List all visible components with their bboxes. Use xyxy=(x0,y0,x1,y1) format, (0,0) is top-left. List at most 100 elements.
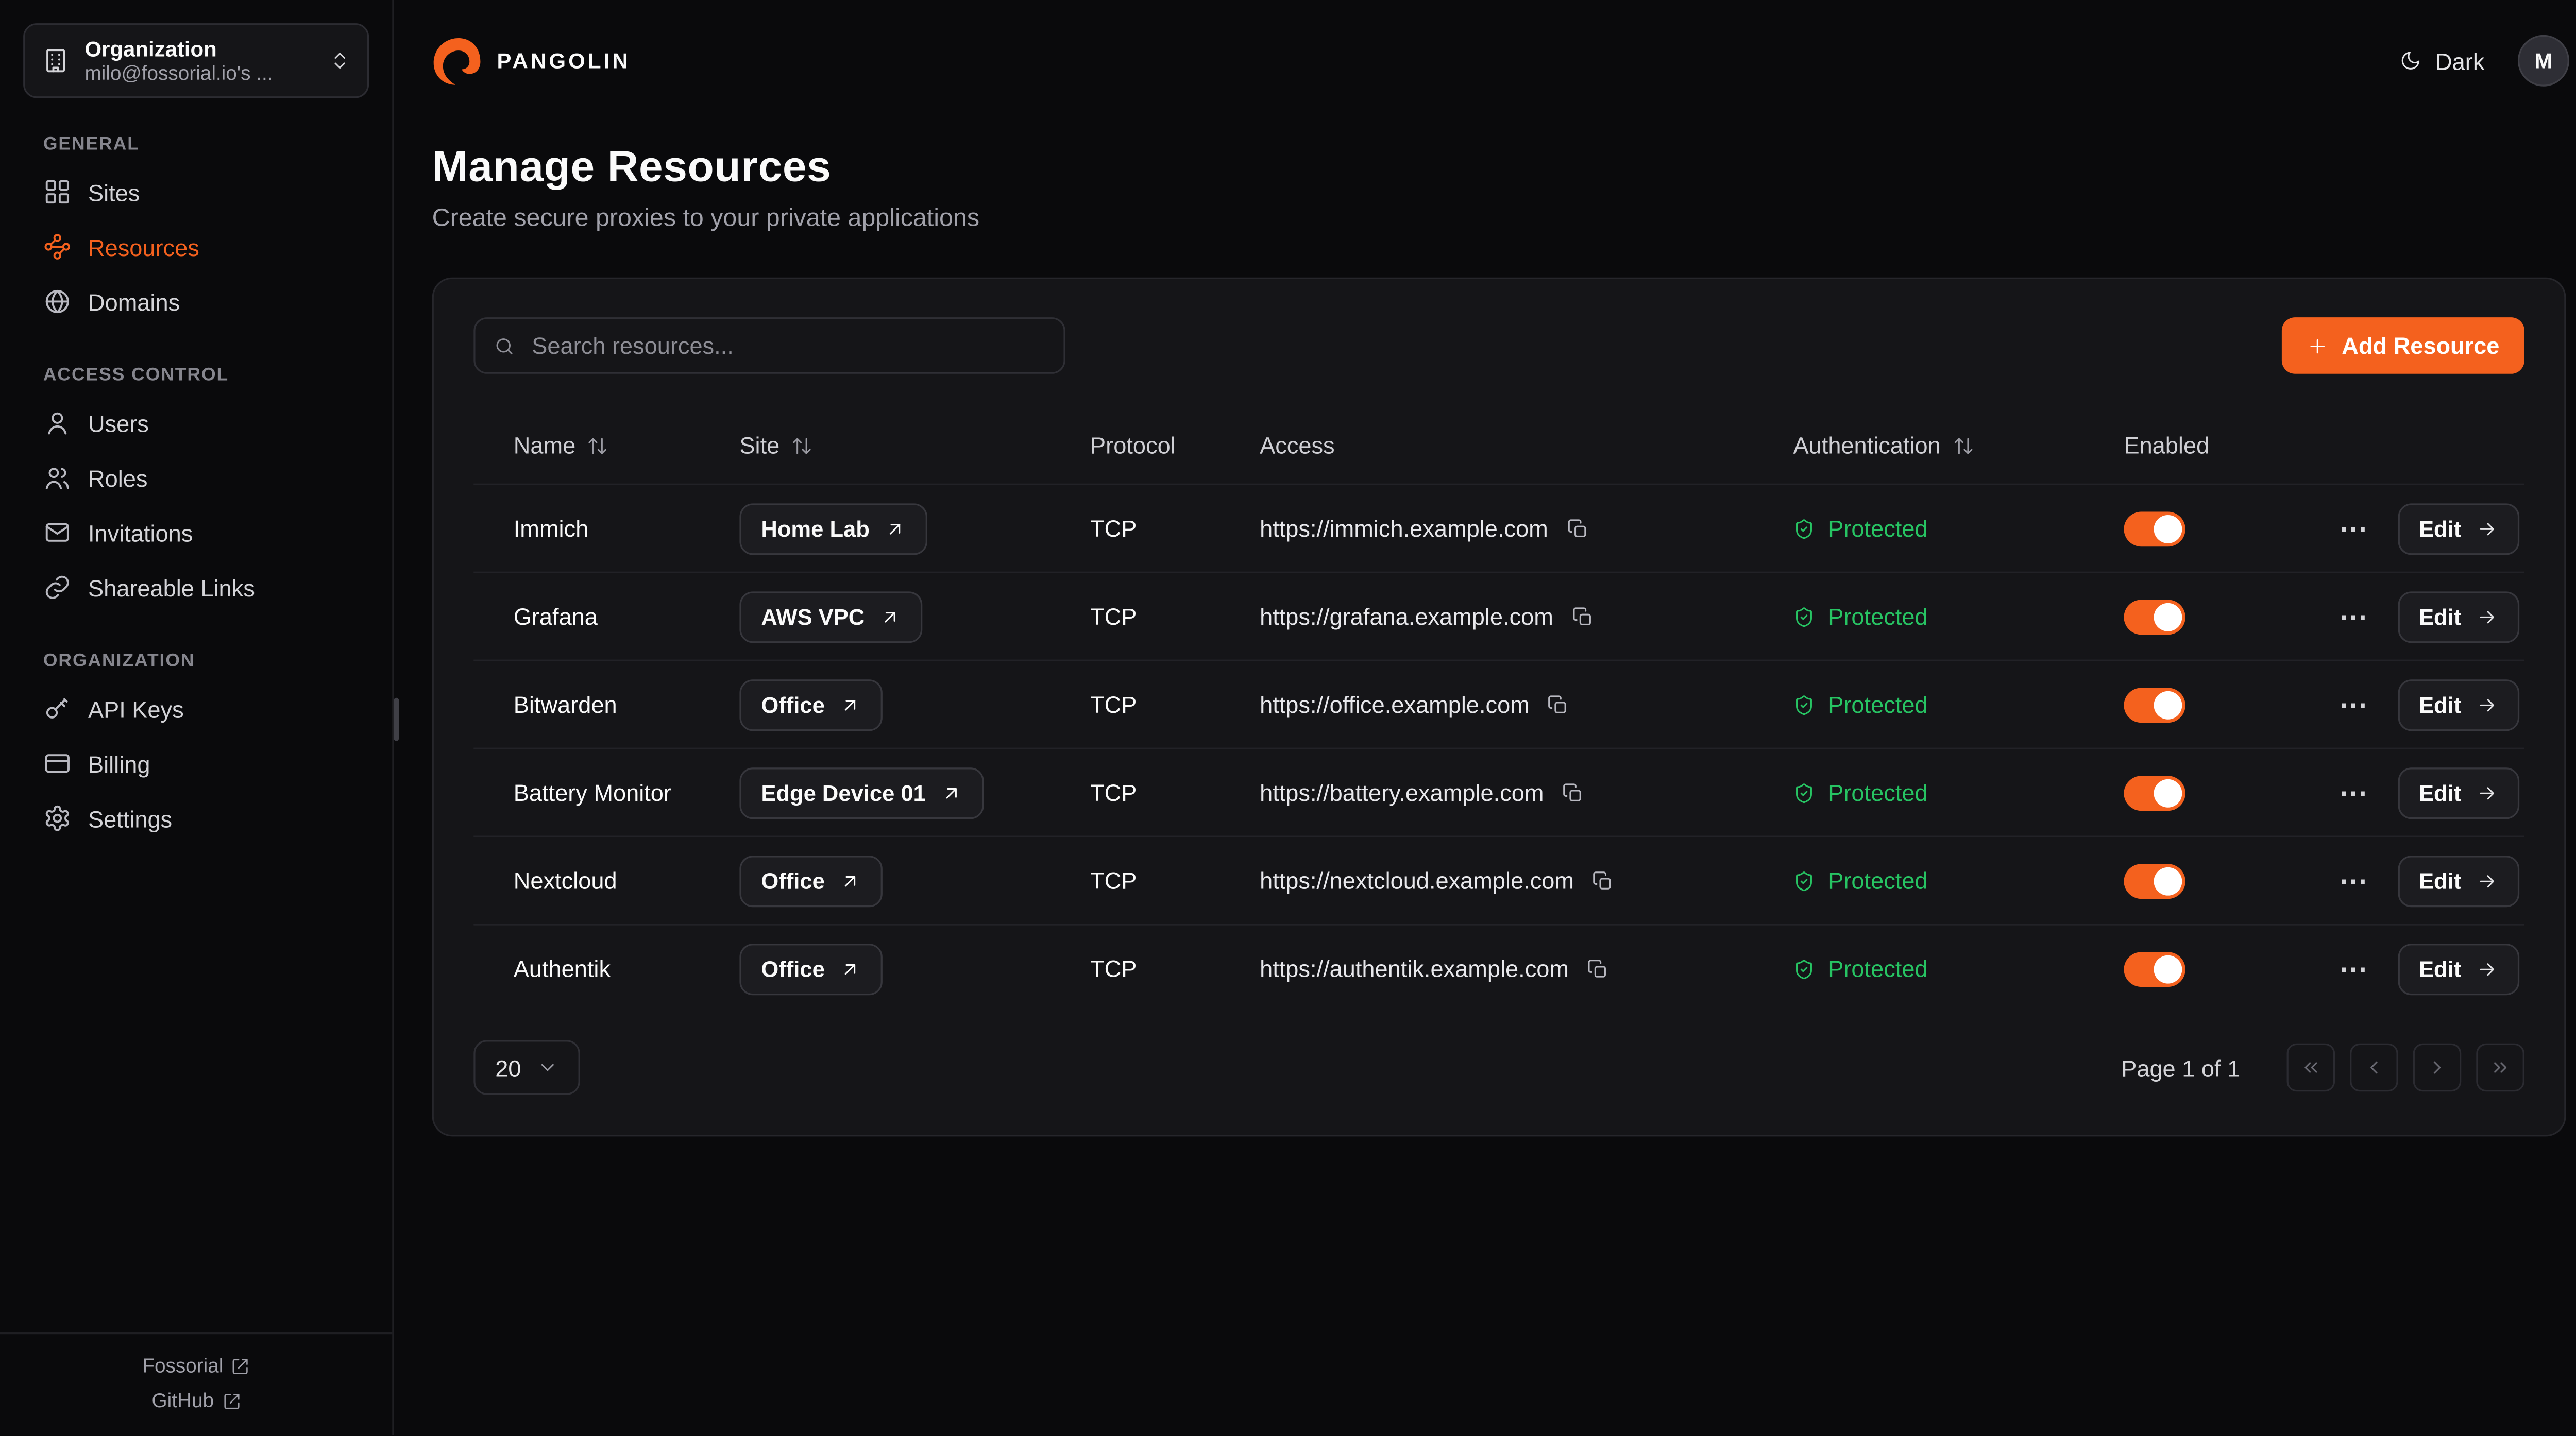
brand-name: PANGOLIN xyxy=(497,48,631,73)
first-page-button[interactable] xyxy=(2286,1043,2335,1092)
edit-button[interactable]: Edit xyxy=(2397,766,2520,818)
table-row: Authentik Office TCP https://authentik.e… xyxy=(473,924,2524,1012)
sidebar-item-users[interactable]: Users xyxy=(23,396,369,450)
copy-icon xyxy=(1572,606,1590,625)
arrow-up-right-icon xyxy=(946,787,957,798)
sidebar-item-label: Users xyxy=(88,409,149,436)
link-icon xyxy=(45,575,69,599)
site-link-button[interactable]: Office xyxy=(739,678,883,730)
avatar[interactable]: M xyxy=(2517,35,2569,87)
brand[interactable]: PANGOLIN xyxy=(432,36,631,86)
column-header-name[interactable]: Name xyxy=(514,432,740,458)
resource-protocol: TCP xyxy=(1090,779,1137,806)
last-page-button[interactable] xyxy=(2476,1043,2524,1092)
arrow-right-icon xyxy=(2480,698,2494,711)
copy-icon xyxy=(1588,959,1606,977)
row-menu-button[interactable]: ⋯ xyxy=(2336,687,2372,722)
edit-button[interactable]: Edit xyxy=(2397,854,2520,907)
column-header-authentication[interactable]: Authentication xyxy=(1793,432,2124,458)
chevrons-up-down-icon xyxy=(334,53,345,69)
external-link-icon xyxy=(233,1358,248,1374)
copy-button[interactable] xyxy=(1548,694,1569,715)
resources-table: Name Site Protocol Access Authenticati xyxy=(473,407,2524,1012)
arrow-right-icon xyxy=(2480,786,2494,799)
fossorial-link[interactable]: Fossorial xyxy=(142,1354,250,1377)
site-link-button[interactable]: Office xyxy=(739,854,883,907)
next-page-button[interactable] xyxy=(2413,1043,2462,1092)
page-head: Manage Resources Create secure proxies t… xyxy=(394,87,2576,232)
column-header-site[interactable]: Site xyxy=(739,432,1090,458)
resource-name: Immich xyxy=(513,515,589,542)
row-menu-button[interactable]: ⋯ xyxy=(2336,511,2372,546)
search-input[interactable] xyxy=(528,330,1045,361)
sidebar-item-label: Domains xyxy=(88,288,180,315)
row-menu-button[interactable]: ⋯ xyxy=(2336,775,2372,810)
enabled-toggle[interactable] xyxy=(2124,951,2185,986)
sidebar-item-domains[interactable]: Domains xyxy=(23,274,369,329)
sidebar-item-billing[interactable]: Billing xyxy=(23,736,369,791)
external-link-icon xyxy=(224,1393,239,1408)
table-header-row: Name Site Protocol Access Authenticati xyxy=(473,407,2524,483)
resource-protocol: TCP xyxy=(1090,955,1137,982)
site-link-button[interactable]: Home Lab xyxy=(739,502,928,554)
site-link-button[interactable]: AWS VPC xyxy=(739,590,923,642)
add-resource-button[interactable]: Add Resource xyxy=(2282,317,2524,374)
sidebar-item-label: Invitations xyxy=(88,519,193,546)
edit-button[interactable]: Edit xyxy=(2397,943,2520,995)
sidebar-item-label: Resources xyxy=(88,233,199,260)
row-menu-button[interactable]: ⋯ xyxy=(2336,951,2372,986)
column-header-protocol: Protocol xyxy=(1090,432,1176,459)
sidebar-resize-handle[interactable] xyxy=(394,697,399,741)
table-row: Nextcloud Office TCP https://nextcloud.e… xyxy=(473,835,2524,924)
sidebar-item-settings[interactable]: Settings xyxy=(23,791,369,845)
edit-button[interactable]: Edit xyxy=(2397,590,2520,642)
copy-button[interactable] xyxy=(1562,782,1584,804)
sort-icon xyxy=(793,437,811,453)
enabled-toggle[interactable] xyxy=(2124,599,2185,634)
theme-toggle[interactable]: Dark xyxy=(2400,47,2484,74)
sidebar-item-sites[interactable]: Sites xyxy=(23,164,369,219)
theme-label: Dark xyxy=(2435,47,2485,74)
sidebar-item-invitations[interactable]: Invitations xyxy=(23,505,369,560)
sidebar-item-label: Shareable Links xyxy=(88,574,255,601)
org-label: Organization xyxy=(84,36,217,62)
sidebar-item-shareable-links[interactable]: Shareable Links xyxy=(23,560,369,614)
edit-button[interactable]: Edit xyxy=(2397,678,2520,730)
enabled-toggle[interactable] xyxy=(2124,775,2185,810)
sidebar-item-label: Roles xyxy=(88,464,148,491)
enabled-toggle[interactable] xyxy=(2124,510,2185,546)
resource-access-url: https://grafana.example.com xyxy=(1260,603,1553,630)
sidebar-item-roles[interactable]: Roles xyxy=(23,450,369,505)
sidebar-item-resources[interactable]: Resources xyxy=(23,219,369,274)
sort-icon xyxy=(589,437,607,453)
edit-button[interactable]: Edit xyxy=(2397,502,2520,554)
sidebar-item-api-keys[interactable]: API Keys xyxy=(23,681,369,736)
section-label-general: GENERAL xyxy=(43,134,140,155)
moon-icon xyxy=(2402,52,2420,70)
copy-button[interactable] xyxy=(1571,606,1593,627)
row-menu-button[interactable]: ⋯ xyxy=(2336,599,2372,634)
github-link[interactable]: GitHub xyxy=(152,1389,241,1412)
copy-button[interactable] xyxy=(1587,958,1609,980)
page-size-select[interactable]: 20 xyxy=(473,1040,580,1095)
copy-button[interactable] xyxy=(1592,870,1614,892)
auth-status: Protected xyxy=(1793,867,2124,894)
site-link-button[interactable]: Office xyxy=(739,943,883,995)
org-selector[interactable]: Organization milo@fossorial.io's ... xyxy=(23,23,369,98)
sidebar-item-label: Sites xyxy=(88,178,140,206)
building-icon xyxy=(46,49,65,73)
page-info: Page 1 of 1 xyxy=(2121,1054,2241,1081)
sidebar-item-label: API Keys xyxy=(88,695,184,722)
copy-icon xyxy=(1567,518,1585,537)
enabled-toggle[interactable] xyxy=(2124,863,2185,898)
site-link-button[interactable]: Edge Device 01 xyxy=(739,766,984,818)
org-value: milo@fossorial.io's ... xyxy=(84,61,273,85)
pangolin-logo-icon xyxy=(433,37,481,84)
enabled-toggle[interactable] xyxy=(2124,687,2185,722)
auth-status: Protected xyxy=(1793,955,2124,982)
previous-page-button[interactable] xyxy=(2350,1043,2398,1092)
row-menu-button[interactable]: ⋯ xyxy=(2336,863,2372,898)
sites-icon xyxy=(45,180,69,204)
copy-button[interactable] xyxy=(1566,518,1588,539)
sidebar-footer: Fossorial GitHub xyxy=(0,1332,393,1435)
